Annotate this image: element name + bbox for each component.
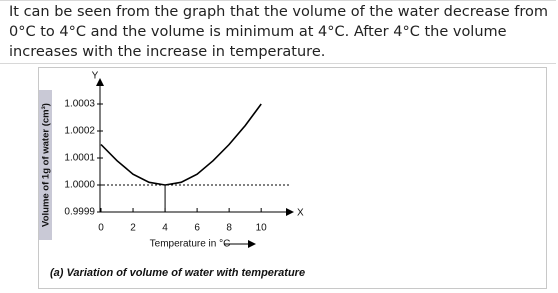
x-axis-letter: X: [297, 208, 304, 219]
text-line: It can be seen from the graph that the v…: [9, 4, 549, 20]
y-label-band: [39, 90, 52, 240]
y-tick-label: 1.0000: [64, 180, 95, 191]
y-axis-label: Volume of 1g of water (cm³): [41, 103, 52, 227]
y-tick-label: 1.0003: [64, 99, 95, 110]
text-line: increases with the increase in temperatu…: [9, 44, 326, 60]
x-tick-label: 2: [130, 223, 136, 234]
x-tick-label: 10: [256, 223, 268, 234]
figure-frame: [38, 67, 547, 289]
y-tick-label: 1.0002: [64, 126, 95, 137]
y-tick-label: 0.9999: [64, 207, 95, 218]
x-tick-label: 8: [226, 223, 232, 234]
paragraph: It can be seen from the graph that the v…: [0, 0, 556, 64]
arrow-head: [248, 240, 256, 248]
x-tick-label: 6: [194, 223, 200, 234]
y-axis-letter: Y: [92, 71, 99, 82]
line: [100, 103, 262, 186]
text-line: 0°C to 4°C and the volume is minimum at …: [9, 24, 507, 40]
y-arrow: [96, 78, 104, 86]
x-tick-label: 4: [162, 223, 168, 234]
caption: (a) Variation of volume of water with te…: [50, 267, 305, 279]
x-axis-label: Temperature in °C: [150, 239, 231, 250]
x-arrow: [286, 208, 294, 216]
x-tick-label: 0: [98, 223, 104, 234]
y-tick-label: 1.0001: [64, 153, 95, 164]
